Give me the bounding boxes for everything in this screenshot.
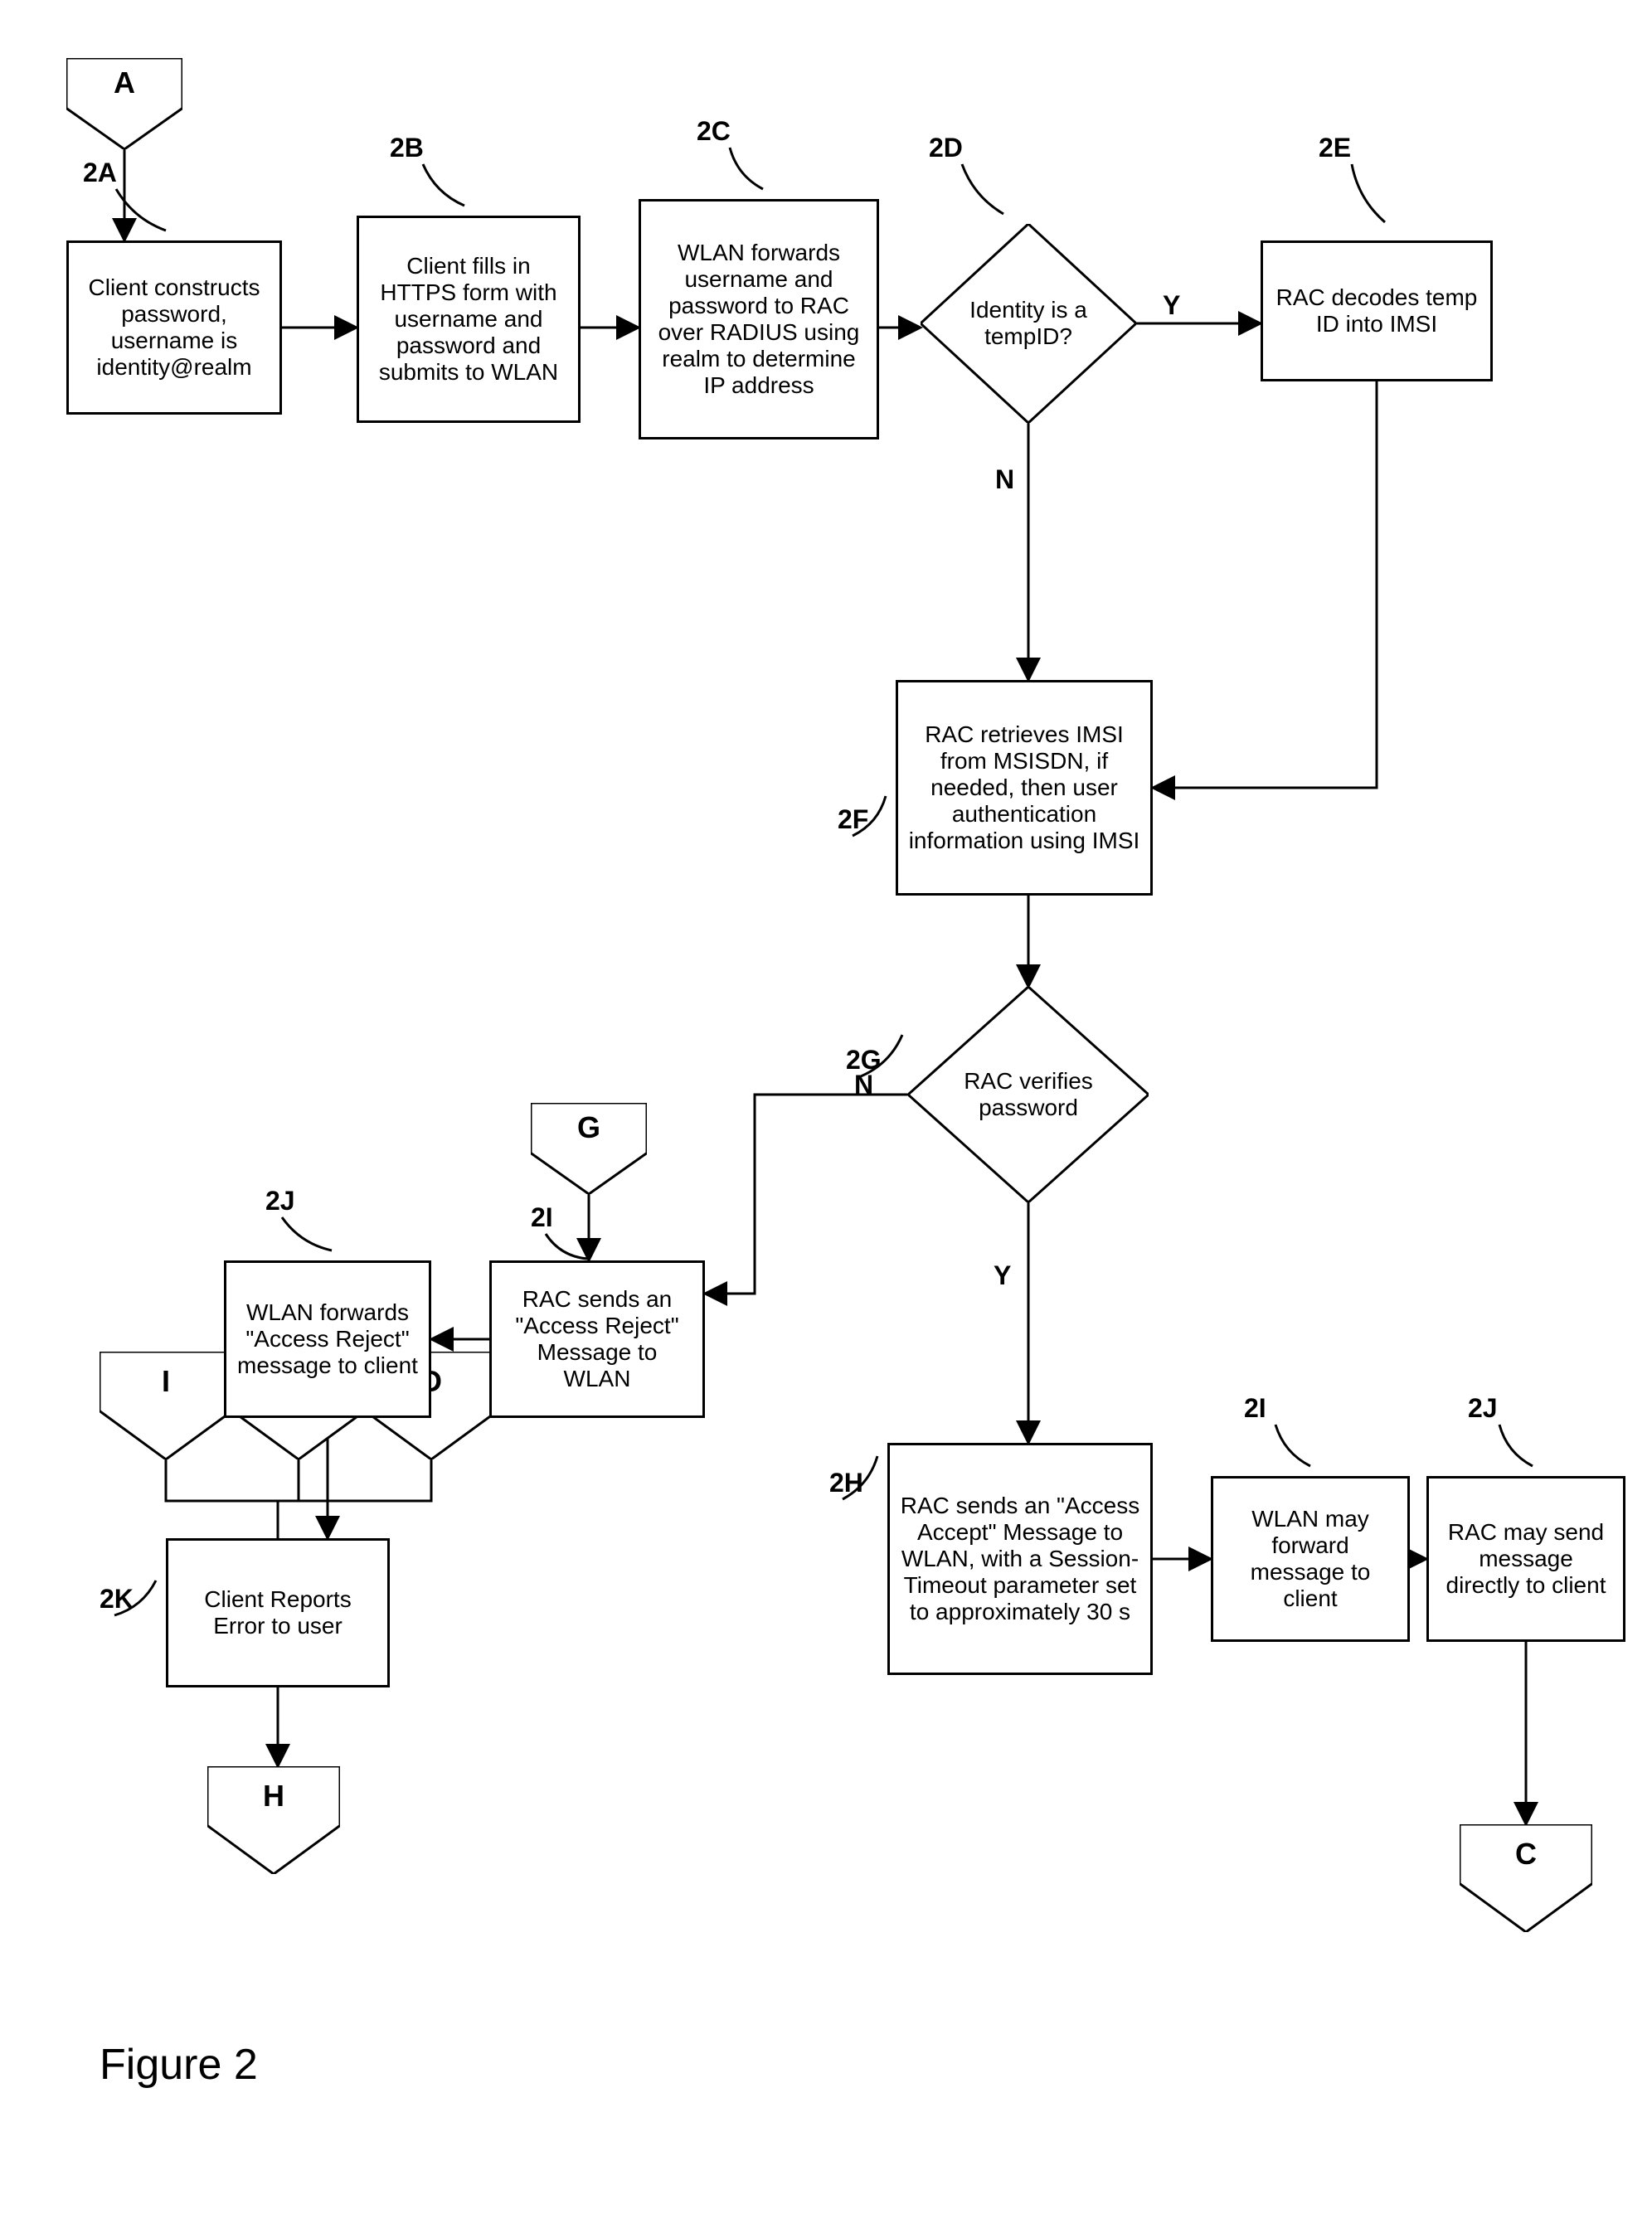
offpage-label-G: G	[531, 1103, 647, 1153]
figure-caption: Figure 2	[100, 2040, 258, 2090]
box-2A: Client constructs password, username is …	[66, 240, 282, 415]
offpage-label-C: C	[1460, 1824, 1592, 1884]
edge-2G_N	[705, 1095, 908, 1294]
edge-2E_down	[1153, 381, 1377, 788]
ref-arc-2J_rej	[282, 1217, 332, 1250]
box-2F: RAC retrieves IMSI from MSISDN, if neede…	[896, 680, 1153, 896]
offpage-C: C	[1460, 1824, 1592, 1932]
ref-label-2J_rej: 2J	[265, 1186, 295, 1216]
box-2J_send: RAC may send message directly to client	[1426, 1476, 1625, 1642]
offpage-G: G	[531, 1103, 647, 1194]
box-2I_rej: RAC sends an "Access Reject" Message to …	[489, 1260, 705, 1418]
ref-arc-2A	[116, 189, 166, 231]
box-2E: RAC decodes temp ID into IMSI	[1261, 240, 1493, 381]
yes-label-2G: Y	[994, 1260, 1011, 1291]
box-2I_fwd: WLAN may forward message to client	[1211, 1476, 1410, 1642]
ref-label-2A: 2A	[83, 158, 117, 188]
decision-2D: Identity is a tempID?	[921, 224, 1136, 423]
offpage-A: A	[66, 58, 182, 149]
box-2K: Client Reports Error to user	[166, 1538, 390, 1687]
ref-label-2F: 2F	[838, 804, 868, 835]
box-2C: WLAN forwards username and password to R…	[639, 199, 879, 439]
decision-2G: RAC verifies password	[908, 987, 1149, 1202]
offpage-label-A: A	[66, 58, 182, 109]
box-text-2J_rej: WLAN forwards "Access Reject" message to…	[236, 1299, 419, 1379]
box-text-2C: WLAN forwards username and password to R…	[651, 240, 867, 399]
box-text-2B: Client fills in HTTPS form with username…	[369, 253, 568, 386]
box-2J_rej: WLAN forwards "Access Reject" message to…	[224, 1260, 431, 1418]
offpage-I: I	[100, 1352, 232, 1459]
ref-label-2D: 2D	[929, 133, 963, 163]
offpage-H: H	[207, 1766, 340, 1874]
edge-IED_down3	[278, 1459, 431, 1501]
box-text-2E: RAC decodes temp ID into IMSI	[1273, 284, 1480, 337]
ref-arc-2D	[962, 164, 1003, 214]
no-label-2D: N	[995, 464, 1014, 495]
box-text-2A: Client constructs password, username is …	[79, 274, 270, 381]
ref-label-2J_send: 2J	[1468, 1393, 1498, 1424]
ref-label-2E: 2E	[1319, 133, 1351, 163]
ref-label-2H: 2H	[829, 1468, 863, 1498]
ref-label-2K: 2K	[100, 1584, 134, 1614]
box-2H: RAC sends an "Access Accept" Message to …	[887, 1443, 1153, 1675]
edge-IED_down1	[166, 1459, 278, 1538]
ref-arc-2C	[730, 148, 763, 189]
no-label-2G: N	[854, 1070, 873, 1100]
box-text-2I_rej: RAC sends an "Access Reject" Message to …	[502, 1286, 692, 1392]
box-text-2I_fwd: WLAN may forward message to client	[1223, 1506, 1397, 1612]
box-text-2H: RAC sends an "Access Accept" Message to …	[900, 1493, 1140, 1625]
box-text-2J_send: RAC may send message directly to client	[1439, 1519, 1613, 1599]
decision-text-2G: RAC verifies password	[945, 1034, 1113, 1155]
ref-arc-2I_fwd	[1275, 1425, 1310, 1466]
box-text-2F: RAC retrieves IMSI from MSISDN, if neede…	[908, 721, 1140, 854]
decision-text-2D: Identity is a tempID?	[953, 268, 1104, 379]
ref-label-2I_rej: 2I	[531, 1202, 553, 1233]
ref-arc-2J_send	[1499, 1425, 1533, 1466]
ref-label-2B: 2B	[390, 133, 424, 163]
ref-arc-2B	[423, 164, 464, 206]
box-text-2K: Client Reports Error to user	[178, 1586, 377, 1639]
offpage-label-H: H	[207, 1766, 340, 1826]
yes-label-2D: Y	[1163, 290, 1180, 321]
ref-label-2C: 2C	[697, 116, 731, 147]
ref-arc-2I_rej	[546, 1234, 587, 1259]
offpage-label-I: I	[100, 1352, 232, 1411]
ref-label-2I_fwd: 2I	[1244, 1393, 1266, 1424]
box-2B: Client fills in HTTPS form with username…	[357, 216, 581, 423]
ref-arc-2E	[1352, 164, 1385, 222]
